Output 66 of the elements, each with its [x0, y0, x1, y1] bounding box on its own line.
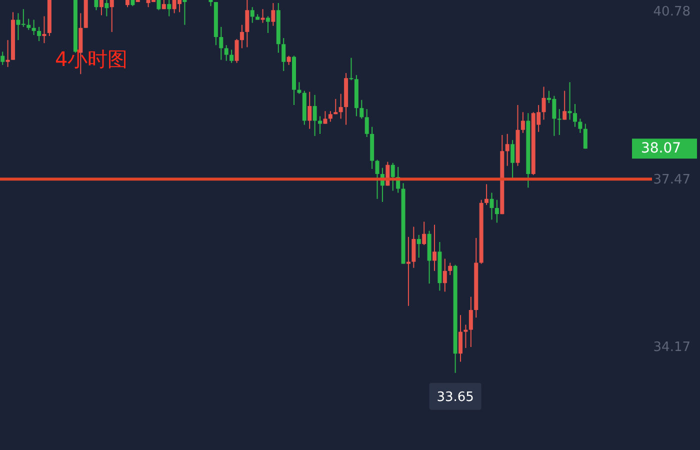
- candlestick: [99, 0, 104, 16]
- candlestick: [245, 0, 250, 48]
- candlestick: [390, 162, 395, 192]
- candlestick: [110, 0, 114, 32]
- candlestick: [0, 51, 5, 66]
- candlestick: [167, 0, 172, 17]
- candlestick: [464, 324, 468, 349]
- candlestick: [224, 44, 228, 62]
- candlestick: [468, 296, 473, 348]
- candlestick: [432, 224, 436, 272]
- y-tick-label: 40.78: [653, 4, 690, 20]
- candlestick: [416, 234, 421, 258]
- candlestick: [266, 16, 270, 34]
- candlestick: [448, 262, 452, 276]
- candlestick: [297, 82, 302, 94]
- candlestick: [328, 110, 332, 122]
- candlestick: [250, 6, 254, 24]
- candlestick: [37, 26, 42, 42]
- candlestick: [219, 26, 224, 60]
- candlestick: [578, 118, 582, 134]
- candlestick: [260, 8, 265, 24]
- candlestick: [360, 99, 364, 120]
- candlestick: [318, 116, 322, 134]
- candlestick: [282, 38, 286, 72]
- candlestick: [505, 133, 510, 166]
- candlestick: [32, 19, 36, 36]
- candlestick: [572, 104, 577, 128]
- annotation: 33.65: [436, 390, 474, 405]
- candlestick: [406, 236, 410, 306]
- candlestick: [338, 93, 343, 120]
- candlestick: [156, 0, 161, 11]
- candlestick: [520, 112, 525, 134]
- candlestick: [557, 108, 562, 136]
- candlestick: [308, 91, 312, 130]
- candlestick: [375, 159, 380, 200]
- candlestick: [323, 110, 328, 124]
- candlestick: [422, 221, 426, 246]
- candlestick: [583, 123, 588, 150]
- candlestick: [104, 0, 109, 17]
- candlestick: [568, 82, 572, 120]
- candlestick: [484, 184, 489, 206]
- candlestick: [42, 16, 46, 44]
- candlestick: [542, 86, 546, 120]
- candlestick: [490, 192, 494, 220]
- candlestick: [364, 108, 369, 138]
- y-tick-label: 34.17: [653, 340, 690, 356]
- candlestick: [510, 140, 515, 179]
- candlestick: [334, 98, 338, 115]
- candlestick: [312, 94, 317, 136]
- candlestick: [458, 314, 463, 362]
- candlestick: [182, 0, 187, 26]
- candlestick: [442, 258, 447, 292]
- y-tick-label: 37.47: [653, 172, 690, 188]
- candlestick: [230, 49, 234, 64]
- candlestick: [349, 57, 354, 81]
- candlestick: [234, 38, 239, 64]
- candlestick: [494, 199, 499, 224]
- candlestick: [271, 2, 276, 26]
- candlestick: [412, 226, 416, 268]
- candlestick: [26, 18, 31, 30]
- candlestick: [6, 40, 10, 68]
- candlestick: [286, 55, 291, 66]
- candlestick: [240, 24, 244, 49]
- candlestick: [562, 90, 567, 120]
- text: 38.07: [640, 140, 682, 157]
- candlestick: [94, 0, 98, 11]
